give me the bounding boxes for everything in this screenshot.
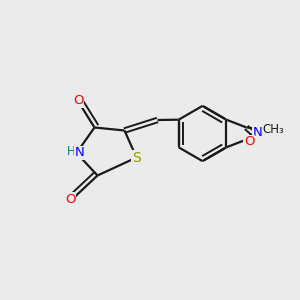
- Text: N: N: [253, 125, 262, 139]
- Text: S: S: [132, 151, 141, 164]
- Text: O: O: [65, 193, 76, 206]
- Text: O: O: [73, 94, 83, 107]
- Text: O: O: [244, 136, 255, 148]
- Text: CH₃: CH₃: [262, 123, 284, 136]
- Text: N: N: [75, 146, 84, 160]
- Text: H: H: [67, 145, 76, 158]
